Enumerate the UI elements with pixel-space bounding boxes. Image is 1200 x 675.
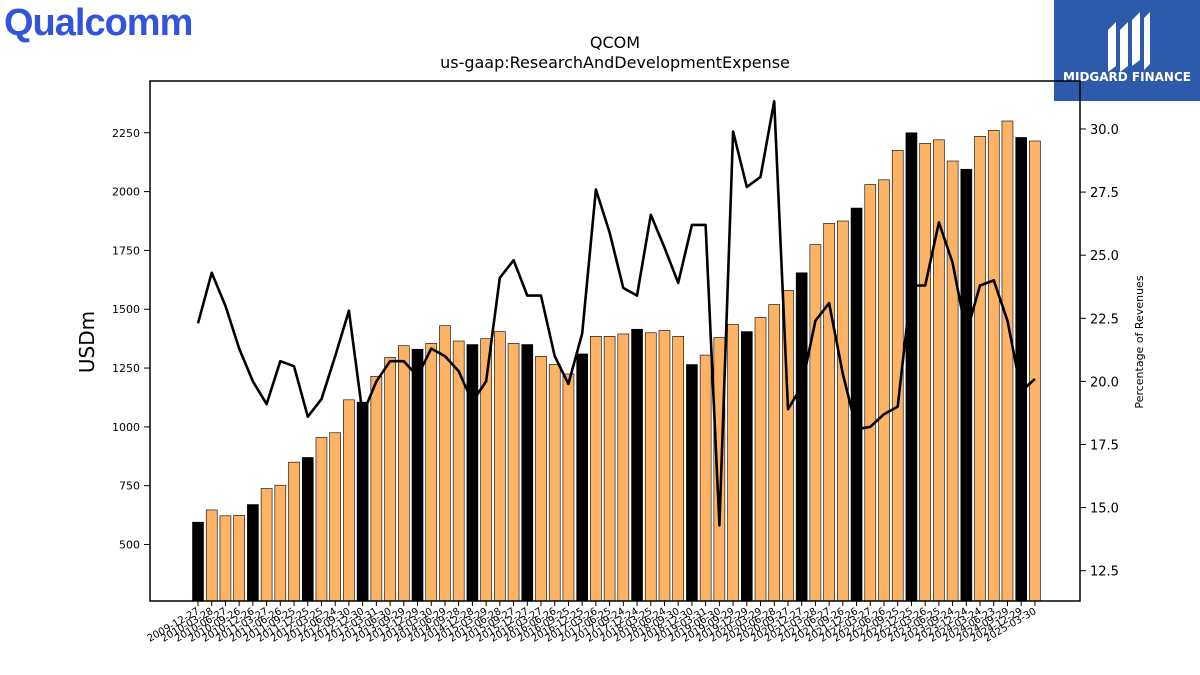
bar <box>878 179 890 602</box>
y-tick-label: 2250 <box>112 127 140 140</box>
bar <box>411 348 424 602</box>
bars-layer <box>192 120 1041 602</box>
bar <box>439 325 451 602</box>
bar <box>960 168 973 602</box>
y2-tick-label: 22.5 <box>1090 312 1119 327</box>
y-tick-label: 1500 <box>112 303 140 316</box>
line-layer <box>196 99 1036 527</box>
y-axis-label: USDm <box>75 311 99 373</box>
bar <box>562 373 575 602</box>
bar <box>329 432 342 602</box>
y2-tick-label: 27.5 <box>1090 186 1119 201</box>
bar <box>699 354 712 602</box>
y-tick-label: 750 <box>119 480 140 493</box>
bar <box>301 457 314 602</box>
bar <box>315 437 328 602</box>
bar <box>658 330 671 602</box>
y-tick-label: 500 <box>119 539 140 552</box>
bar <box>1001 120 1014 602</box>
y2-tick-label: 20.0 <box>1090 375 1119 390</box>
bar <box>603 335 616 602</box>
y2-tick-label: 30.0 <box>1090 123 1119 138</box>
bar <box>548 364 561 602</box>
y-tick-label: 2000 <box>112 186 140 199</box>
bar <box>823 223 835 602</box>
bar <box>205 509 218 602</box>
y-axis-ticks: 500 750 1000 1250 1500 1750 2000 2250 <box>112 127 150 552</box>
bar <box>768 304 781 602</box>
bar <box>466 344 479 602</box>
bar <box>192 521 204 602</box>
bar <box>288 461 300 602</box>
bar <box>905 132 918 602</box>
y-tick-label: 1250 <box>112 362 140 375</box>
bar <box>590 335 602 602</box>
bar <box>425 343 438 602</box>
y2-tick-label: 25.0 <box>1090 249 1119 264</box>
publisher-logo-mark <box>1108 12 1150 72</box>
bar <box>1029 140 1041 602</box>
bar <box>837 220 849 602</box>
y-tick-label: 1750 <box>112 244 140 257</box>
y2-axis-ticks: 12.5 15.0 17.5 20.0 22.5 25.0 27.5 30.0 <box>1080 123 1119 580</box>
bar <box>864 184 877 602</box>
bar <box>754 317 767 602</box>
bar <box>397 345 410 602</box>
publisher-logo-text: MIDGARD FINANCE <box>1063 70 1191 84</box>
bar <box>494 331 506 602</box>
bar <box>343 399 355 602</box>
company-logo: Qualcomm <box>4 2 193 44</box>
bar <box>933 139 945 602</box>
bar <box>535 355 547 602</box>
bar <box>686 364 698 602</box>
bar <box>795 272 808 602</box>
bar <box>507 343 520 602</box>
y2-tick-label: 12.5 <box>1090 565 1119 580</box>
bar <box>576 353 588 602</box>
y2-tick-label: 15.0 <box>1090 502 1119 517</box>
bar <box>740 331 753 602</box>
bar <box>617 333 630 602</box>
plot-frame <box>149 80 1081 602</box>
bar <box>260 488 273 602</box>
bar <box>356 401 369 602</box>
bar <box>974 135 986 602</box>
bar <box>919 143 931 602</box>
bar <box>631 328 643 602</box>
bar <box>644 332 657 602</box>
chart-title: QCOM <box>590 33 640 52</box>
bar <box>672 335 685 602</box>
chart-subtitle: us-gaap:ResearchAndDevelopmentExpense <box>440 53 790 72</box>
bar <box>713 337 726 602</box>
bar <box>219 515 232 602</box>
y2-tick-label: 17.5 <box>1090 438 1119 453</box>
publisher-logo: MIDGARD FINANCE <box>1054 0 1200 101</box>
bar <box>247 504 259 602</box>
bar <box>946 160 959 602</box>
x-axis-ticks: 2009-12-272010-03-282010-06-272010-09-26… <box>146 601 1038 645</box>
bar <box>521 344 534 602</box>
y-tick-label: 1000 <box>112 421 140 434</box>
bar <box>274 484 287 602</box>
bar <box>727 324 739 602</box>
percentage-line <box>196 99 1036 527</box>
y2-axis-label: Percentage of Revenues <box>1133 275 1146 408</box>
bar <box>809 244 822 602</box>
bar <box>233 515 245 602</box>
bar <box>850 207 863 602</box>
bar <box>370 375 383 602</box>
bar <box>987 130 1000 602</box>
bar <box>384 357 396 602</box>
